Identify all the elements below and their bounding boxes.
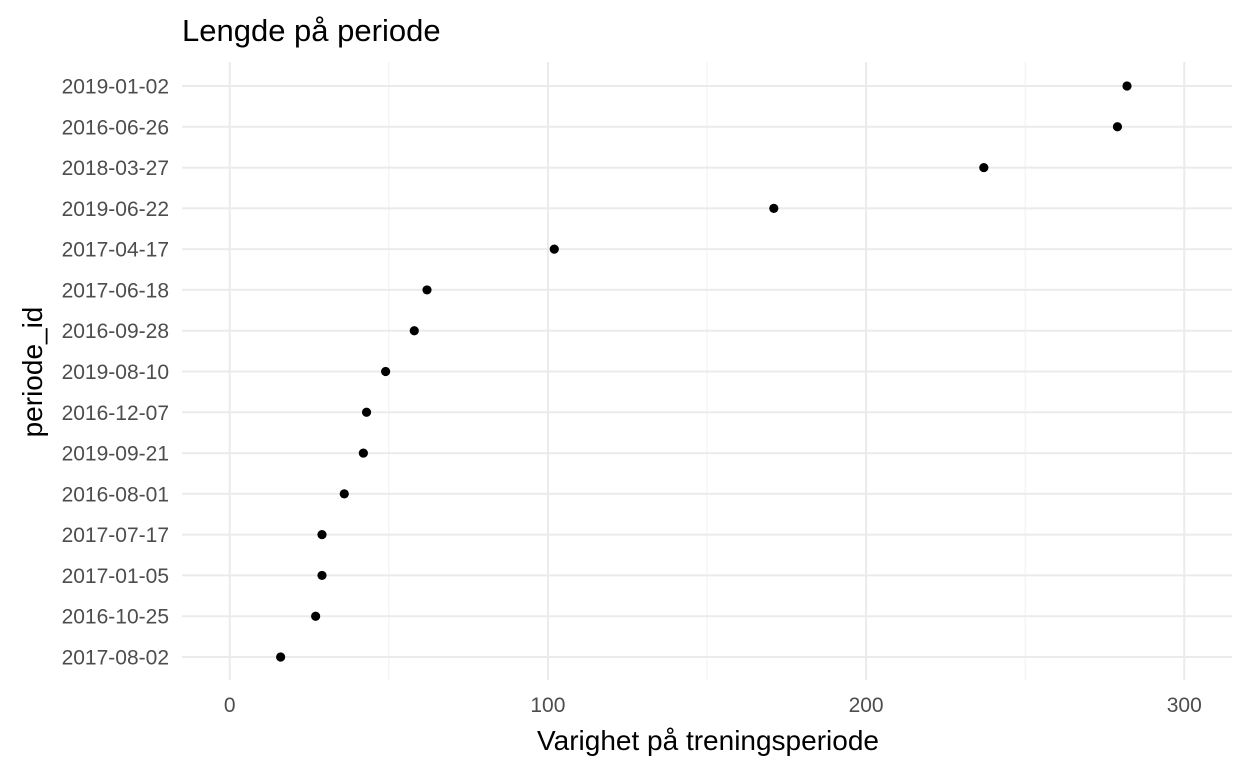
y-tick-label: 2019-06-22: [62, 198, 169, 221]
y-tick-label: 2017-08-02: [62, 647, 169, 670]
y-tick-label: 2016-10-25: [62, 606, 169, 629]
x-tick-label: 100: [530, 694, 565, 717]
y-axis-title: periode_id: [17, 307, 48, 438]
data-point: [381, 366, 391, 377]
data-point: [317, 530, 327, 540]
y-tick-label: 2019-08-10: [62, 361, 169, 384]
data-point: [311, 611, 321, 621]
data-point: [317, 570, 327, 581]
data-point: [769, 203, 779, 213]
x-tick-labels: 0 100 200 300: [224, 694, 1202, 717]
chart-title: Lengde på periode: [182, 13, 441, 48]
data-points: [276, 81, 1132, 662]
y-tick-label: 2016-08-01: [62, 483, 169, 506]
y-tick-label: 2019-01-02: [62, 76, 169, 99]
data-point: [339, 489, 349, 499]
y-tick-label: 2016-09-28: [62, 320, 169, 343]
grid-lines: [182, 62, 1232, 680]
data-point: [979, 162, 989, 173]
y-tick-label: 2017-07-17: [62, 524, 169, 547]
y-tick-labels: 2017-08-02 2016-10-25 2017-01-05 2017-07-17…: [62, 76, 169, 670]
data-point: [276, 652, 286, 662]
x-tick-label: 200: [849, 694, 884, 717]
data-point: [361, 407, 372, 417]
data-point: [1112, 122, 1123, 132]
data-point: [1122, 81, 1132, 91]
data-point: [409, 326, 419, 336]
x-tick-label: 0: [224, 694, 236, 717]
y-tick-label: 2017-06-18: [62, 279, 169, 302]
y-tick-label: 2016-06-26: [62, 116, 169, 139]
y-tick-label: 2019-09-21: [62, 443, 169, 466]
data-point: [549, 244, 559, 254]
y-tick-label: 2016-12-07: [62, 402, 169, 425]
x-tick-label: 300: [1167, 694, 1202, 717]
data-point: [422, 285, 432, 295]
y-tick-label: 2018-03-27: [62, 157, 169, 180]
x-axis-title: Varighet på treningsperiode: [537, 725, 879, 756]
data-point: [358, 448, 368, 458]
y-tick-label: 2017-04-17: [62, 239, 169, 262]
y-tick-label: 2017-01-05: [62, 565, 169, 588]
